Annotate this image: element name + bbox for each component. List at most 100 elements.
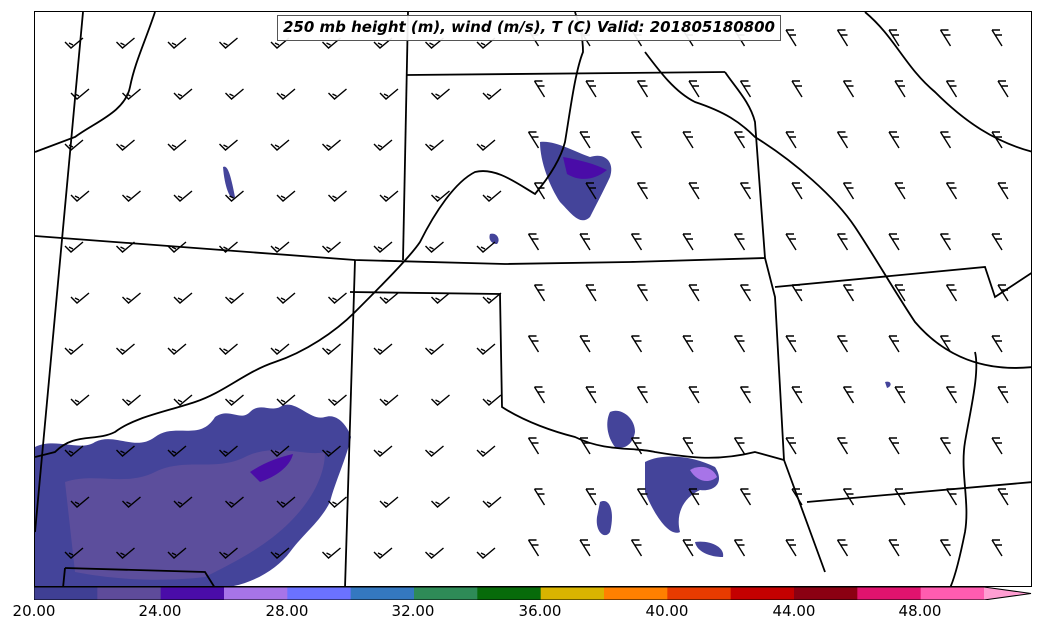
wind-barb <box>482 496 502 508</box>
wind-barb <box>630 233 643 251</box>
wind-barb <box>894 182 906 200</box>
wind-barb <box>991 437 1003 455</box>
wind-barb <box>791 386 803 404</box>
wind-barb <box>476 139 496 151</box>
wind-barb <box>322 547 341 559</box>
wind-barb <box>167 547 187 559</box>
wind-barb <box>739 386 752 404</box>
wind-barb <box>379 190 399 202</box>
wind-barb <box>688 386 700 404</box>
wind-barb <box>791 80 803 98</box>
temperature-spot-ok <box>489 233 499 244</box>
wind-barb <box>939 131 952 149</box>
wind-barb <box>476 445 496 457</box>
wind-barb <box>630 539 643 557</box>
wind-barb <box>482 394 502 406</box>
wind-barb <box>888 29 900 47</box>
colorbar-tick-label: 44.00 <box>772 602 816 620</box>
wind-barb <box>482 190 502 202</box>
wind-barb <box>888 131 900 149</box>
wind-barb <box>219 37 238 49</box>
wind-barb <box>476 343 496 355</box>
wind-barb <box>167 343 187 355</box>
wind-barb <box>791 488 803 506</box>
wind-barb <box>116 343 135 355</box>
wind-barb <box>585 488 597 506</box>
wind-barb <box>636 284 649 302</box>
wind-barb <box>64 547 84 559</box>
wind-barb <box>894 386 906 404</box>
colorbar-tick-label: 48.00 <box>898 602 942 620</box>
wind-barb <box>945 488 958 506</box>
wind-barb <box>842 284 855 302</box>
wind-barb <box>939 539 952 557</box>
wind-barb <box>579 233 591 251</box>
wind-barb <box>533 80 546 98</box>
wind-barb <box>225 292 244 304</box>
wind-barb <box>585 284 597 302</box>
wind-barb <box>482 292 502 304</box>
wind-barb <box>322 139 341 151</box>
wind-barb <box>276 88 296 100</box>
wind-barb <box>527 335 540 353</box>
colorbar-segment <box>224 587 288 600</box>
wind-barb <box>116 241 135 253</box>
wind-barb <box>894 284 906 302</box>
colorbar-tick-label: 28.00 <box>265 602 309 620</box>
wind-barb <box>836 29 849 47</box>
wind-barb <box>482 88 502 100</box>
colorbar-outline <box>34 587 1032 600</box>
temperature-region-texas-east <box>607 410 635 448</box>
colorbar-segment <box>794 587 858 600</box>
wind-barb <box>579 437 591 455</box>
temperature-region-texas-south <box>596 501 612 536</box>
wind-barb <box>276 292 296 304</box>
temperature-core-southwest <box>250 454 293 482</box>
wind-barb <box>733 437 746 455</box>
colorbar-tick-label: 36.00 <box>518 602 562 620</box>
wind-barb <box>997 80 1009 98</box>
wind-barb <box>64 445 84 457</box>
wind-barb <box>173 190 193 202</box>
wind-barb <box>122 496 141 508</box>
wind-barb <box>431 190 450 202</box>
wind-barb <box>997 488 1009 506</box>
wind-barb <box>888 335 900 353</box>
temperature-colorbar <box>34 587 1032 600</box>
temperature-region-kansas <box>540 141 612 221</box>
wind-barb <box>167 139 187 151</box>
wind-barb <box>173 496 193 508</box>
wind-barb <box>270 139 290 151</box>
wind-barb <box>836 131 849 149</box>
wind-barb <box>785 437 797 455</box>
wind-barb <box>167 241 187 253</box>
wind-barb <box>379 496 399 508</box>
wind-barb <box>167 445 187 457</box>
wind-barb <box>533 488 546 506</box>
wind-barb <box>888 437 900 455</box>
wind-barb <box>785 233 797 251</box>
wind-barb <box>682 539 694 557</box>
wind-barb <box>70 394 90 406</box>
wind-barb <box>225 496 244 508</box>
wind-barb <box>425 139 444 151</box>
wind-barb <box>533 386 546 404</box>
colorbar-segment <box>350 587 415 600</box>
wind-barb <box>636 182 649 200</box>
wind-barb <box>842 386 855 404</box>
wind-barb <box>791 284 803 302</box>
wind-barb <box>991 539 1003 557</box>
colorbar-segment <box>160 587 225 600</box>
wind-barb <box>636 386 649 404</box>
wind-barb <box>533 284 546 302</box>
wind-barb <box>373 139 393 151</box>
wind-barb <box>276 190 296 202</box>
wind-barb <box>527 131 540 149</box>
temperature-spot-ar <box>885 381 891 388</box>
colorbar-segment <box>414 587 478 600</box>
wind-barb <box>122 88 141 100</box>
wind-barb <box>939 335 952 353</box>
wind-barb <box>842 182 855 200</box>
wind-barb <box>322 37 341 49</box>
wind-barb <box>945 80 958 98</box>
